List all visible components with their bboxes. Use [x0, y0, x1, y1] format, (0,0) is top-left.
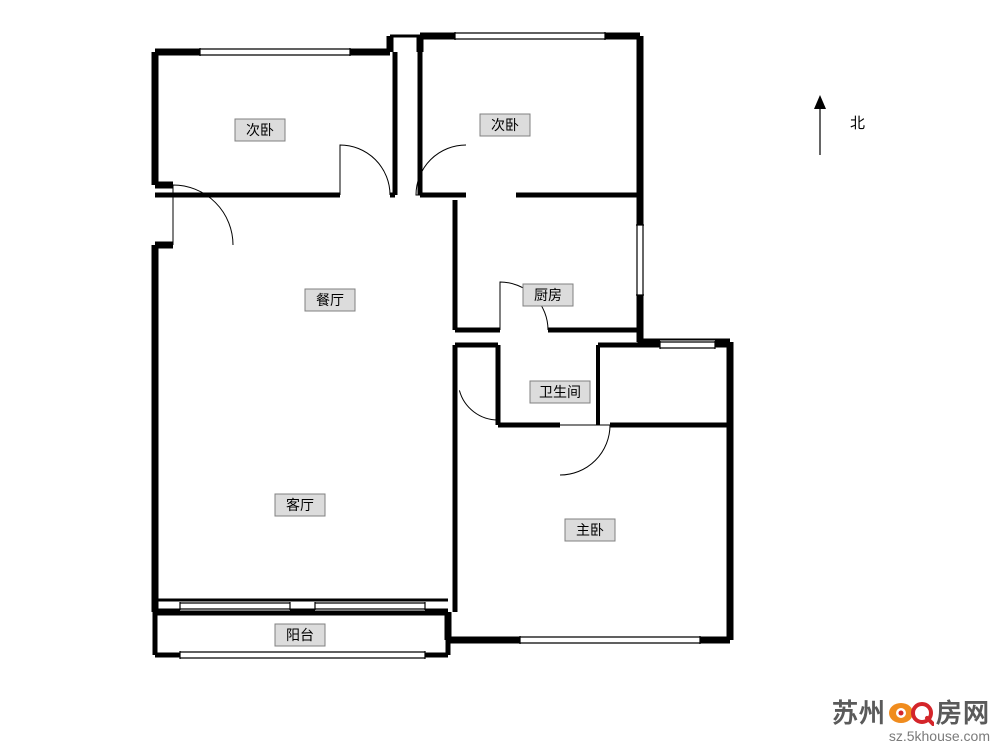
door-arc — [340, 145, 390, 195]
svg-text:客厅: 客厅 — [286, 497, 314, 513]
room-label-bed2b: 次卧 — [480, 114, 530, 136]
compass-arrowhead — [814, 95, 826, 109]
svg-text:次卧: 次卧 — [246, 122, 274, 138]
room-label-bath: 卫生间 — [530, 381, 590, 403]
door-arc — [560, 425, 610, 475]
room-label-living: 客厅 — [275, 494, 325, 516]
floor-plan: 次卧 次卧餐厅 厨房卫生间客厅主卧阳台 北 — [0, 0, 1000, 750]
room-label-dining: 餐厅 — [305, 289, 355, 311]
watermark-url: sz.5khouse.com — [832, 728, 990, 744]
watermark-eye-icon — [888, 700, 934, 726]
svg-text:厨房: 厨房 — [534, 287, 562, 303]
watermark-brand: 苏州 房网 — [832, 693, 990, 730]
room-label-balcony: 阳台 — [275, 624, 325, 646]
watermark: 苏州 房网 sz.5khouse.com — [832, 693, 990, 744]
room-label-kitchen: 厨房 — [523, 284, 573, 306]
room-label-bed2a: 次卧 — [235, 119, 285, 141]
door-arc — [459, 380, 498, 420]
door-arc — [416, 145, 466, 195]
watermark-prefix: 苏州 — [832, 698, 886, 728]
svg-text:卫生间: 卫生间 — [539, 384, 581, 400]
svg-text:餐厅: 餐厅 — [316, 292, 344, 308]
room-label-master: 主卧 — [565, 519, 615, 541]
svg-text:主卧: 主卧 — [576, 522, 604, 538]
compass-label: 北 — [850, 115, 865, 132]
svg-text:次卧: 次卧 — [491, 117, 519, 133]
watermark-suffix: 房网 — [936, 698, 990, 728]
svg-text:阳台: 阳台 — [286, 627, 314, 643]
